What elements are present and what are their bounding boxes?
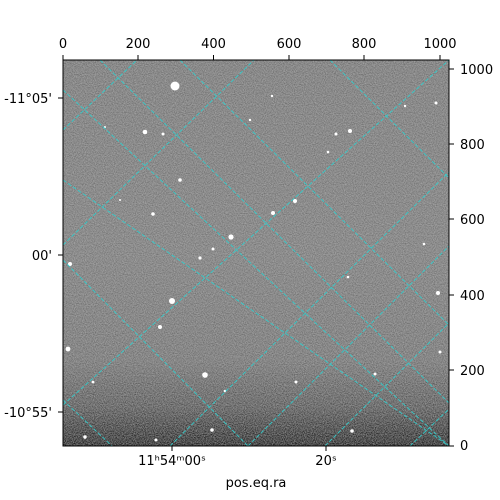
- top-tick-label: 0: [59, 37, 67, 52]
- grid-line: [324, 322, 449, 446]
- star: [210, 428, 214, 432]
- grid-line: [179, 60, 449, 326]
- star: [271, 211, 275, 215]
- grid-line: [409, 408, 449, 446]
- axis-ticks: [58, 55, 454, 451]
- right-tick-label: 400: [460, 289, 485, 304]
- ra-tick-label: 11ʰ54ᵐ00ˢ: [138, 454, 206, 469]
- star: [198, 256, 202, 260]
- grid-line: [63, 60, 138, 131]
- star: [434, 101, 438, 105]
- grid-line: [99, 60, 449, 404]
- star: [223, 389, 227, 393]
- star: [119, 199, 121, 201]
- grid-line: [63, 179, 449, 446]
- dec-tick-label: 00': [32, 249, 52, 264]
- plot-frame: [62, 59, 450, 447]
- dec-tick-label: -10°55': [4, 406, 52, 421]
- star: [294, 380, 298, 384]
- top-tick-label: 200: [126, 37, 151, 52]
- grid-line: [63, 60, 255, 246]
- star: [422, 242, 426, 246]
- star: [293, 199, 297, 203]
- left-axis-labels: -11°05' 00' -10°55': [4, 92, 52, 421]
- grid-line: [247, 245, 449, 446]
- star: [161, 132, 165, 136]
- grid-line: [63, 89, 449, 446]
- star: [346, 275, 350, 279]
- ra-tick-label: 20ˢ: [315, 454, 337, 469]
- stars: [65, 81, 442, 442]
- star: [104, 126, 106, 128]
- right-tick-label: 0: [460, 439, 468, 454]
- star: [350, 429, 354, 433]
- star: [169, 298, 175, 304]
- right-tick-label: 1000: [460, 63, 493, 78]
- star: [326, 150, 330, 154]
- star: [436, 291, 440, 295]
- right-tick-label: 600: [460, 213, 485, 228]
- star: [91, 380, 95, 384]
- star: [373, 372, 377, 376]
- star: [211, 247, 215, 251]
- star: [65, 346, 71, 352]
- coordinate-grid: [63, 60, 449, 446]
- top-tick-label: 800: [352, 37, 377, 52]
- grid-line: [169, 171, 449, 446]
- star: [438, 350, 442, 354]
- grid-line: [63, 259, 249, 446]
- star: [202, 372, 208, 378]
- right-tick-label: 800: [460, 138, 485, 153]
- grid-line: [63, 399, 113, 446]
- star: [154, 438, 158, 442]
- star: [68, 262, 72, 266]
- star: [151, 212, 155, 216]
- right-axis-labels: 0 200 400 600 800 1000: [460, 63, 493, 454]
- sky-image: [63, 60, 449, 446]
- star: [403, 104, 407, 108]
- star: [270, 94, 274, 98]
- bottom-axis-labels: 11ʰ54ᵐ00ˢ 20ˢ: [138, 454, 337, 469]
- right-tick-label: 200: [460, 364, 485, 379]
- star: [142, 129, 148, 135]
- x-axis-label: pos.eq.ra: [226, 476, 287, 491]
- star: [334, 132, 338, 136]
- star: [178, 178, 182, 182]
- grid-line: [63, 60, 449, 406]
- top-axis-labels: 0 200 400 600 800 1000: [59, 37, 457, 52]
- dec-tick-label: -11°05': [4, 92, 52, 107]
- top-tick-label: 400: [201, 37, 226, 52]
- top-tick-label: 600: [277, 37, 302, 52]
- star: [83, 435, 87, 439]
- star: [248, 118, 252, 122]
- top-tick-label: 1000: [423, 37, 456, 52]
- star: [170, 81, 180, 91]
- star: [228, 234, 234, 240]
- star: [158, 325, 162, 329]
- star: [348, 129, 352, 133]
- grid-line: [329, 60, 449, 179]
